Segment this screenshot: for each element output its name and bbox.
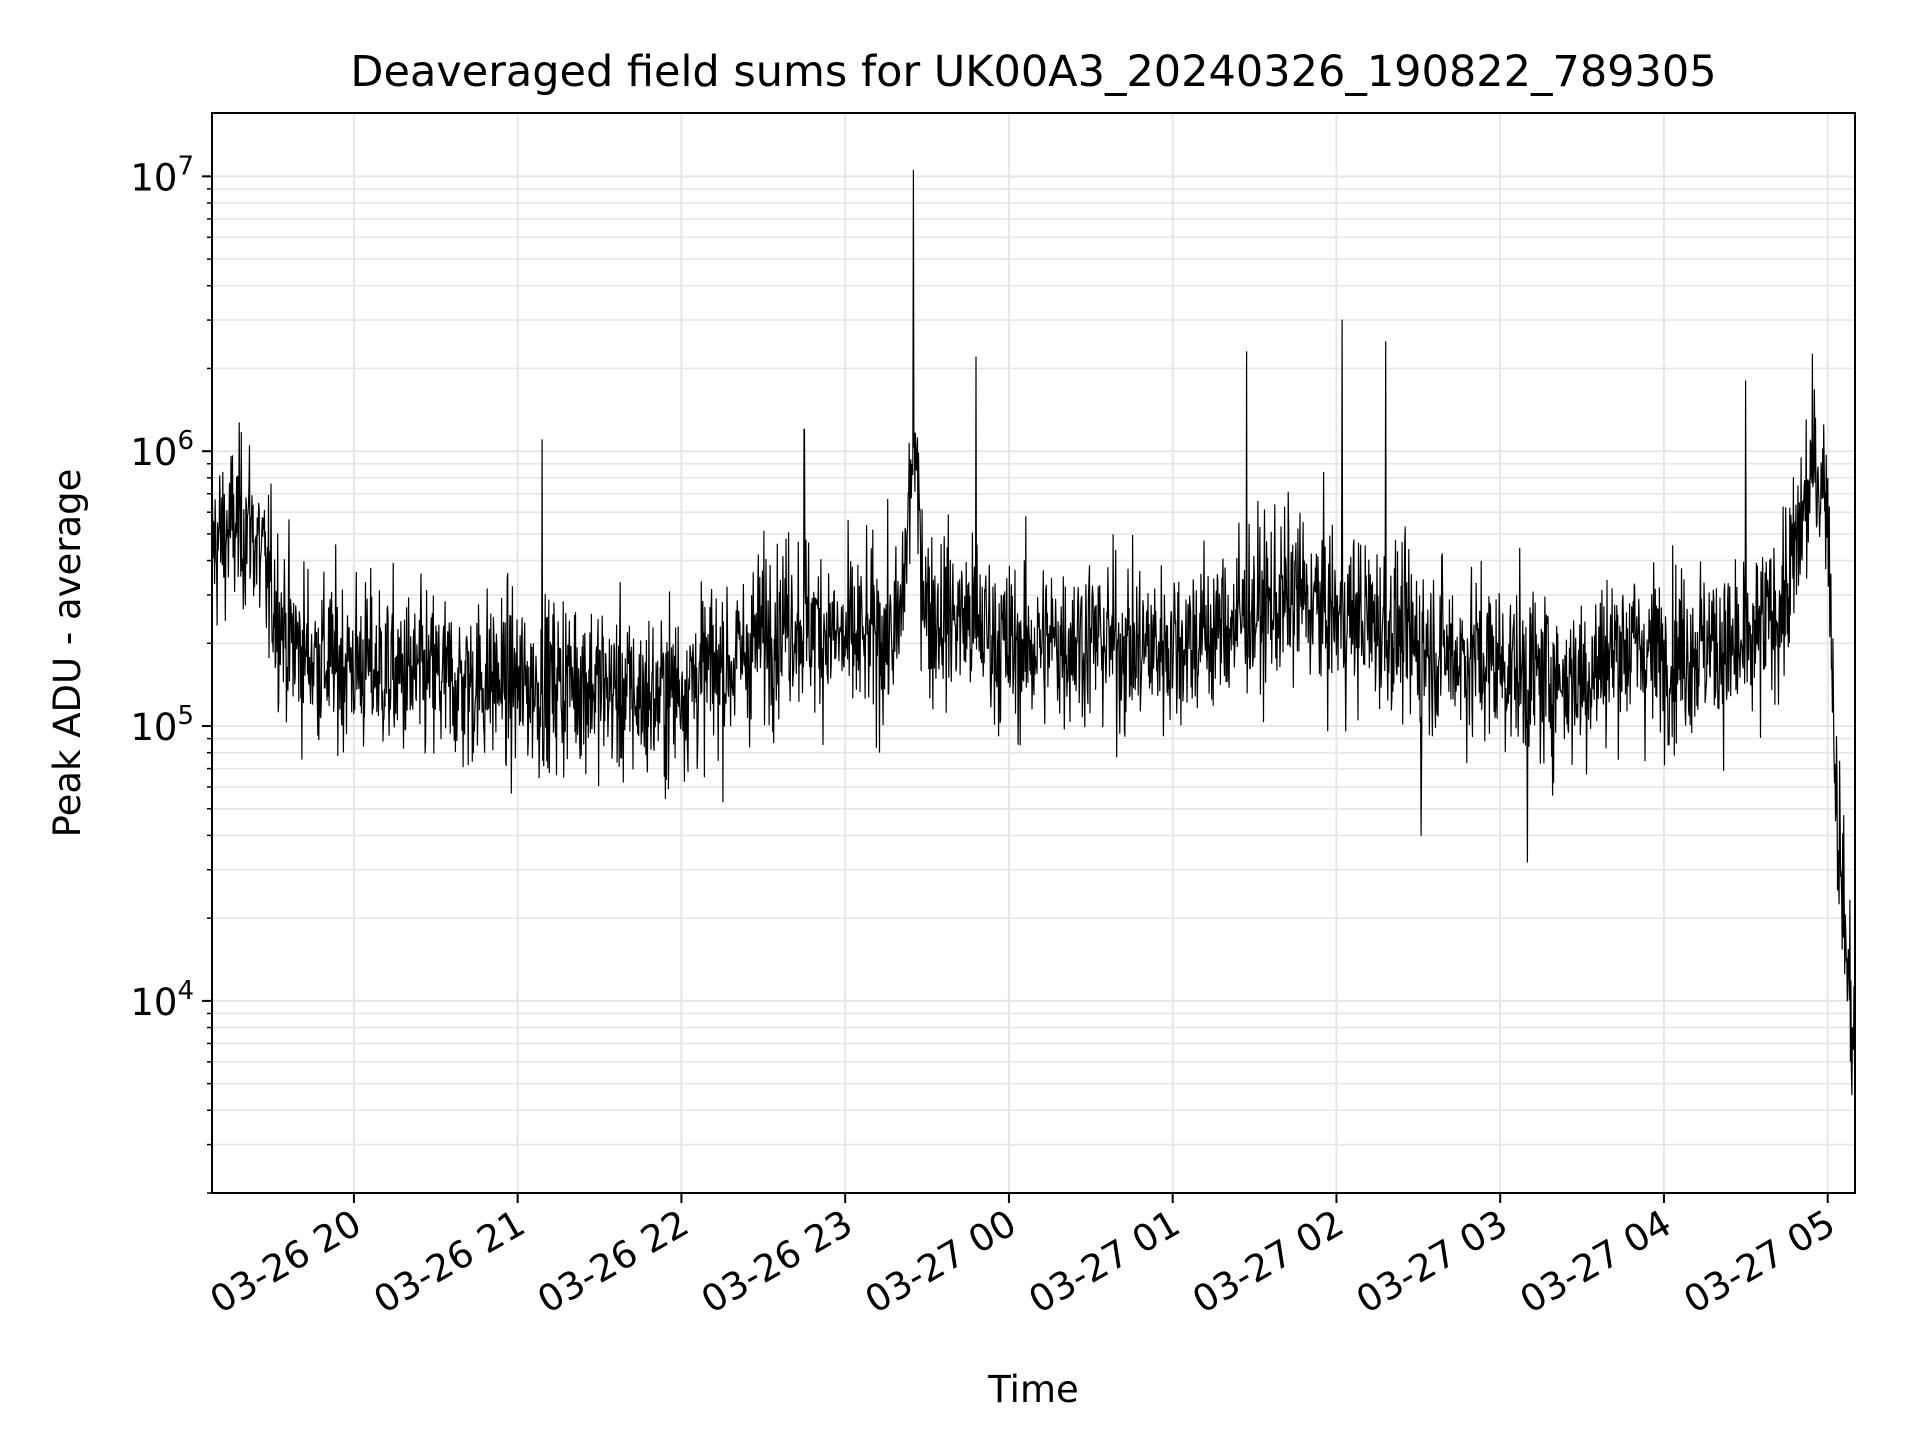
y-tick-label: 107 bbox=[130, 151, 194, 199]
y-tick-base: 10 bbox=[130, 431, 177, 474]
chart-title: Deaveraged field sums for UK00A3_2024032… bbox=[350, 47, 1716, 97]
y-tick-exponent: 4 bbox=[177, 976, 194, 1006]
plot-area bbox=[211, 169, 1856, 1096]
plot-frame bbox=[211, 112, 1856, 1194]
y-tick-exponent: 6 bbox=[177, 426, 194, 456]
y-tick-label: 105 bbox=[130, 701, 194, 749]
y-tick-label: 106 bbox=[130, 426, 194, 474]
y-tick-exponent: 5 bbox=[177, 701, 194, 731]
y-tick-base: 10 bbox=[130, 981, 177, 1024]
gridlines bbox=[212, 113, 1855, 1194]
series-line bbox=[211, 169, 1856, 1096]
y-tick-exponent: 7 bbox=[177, 151, 194, 181]
x-axis-label: Time bbox=[987, 1368, 1079, 1411]
y-tick-base: 10 bbox=[130, 156, 177, 199]
y-tick-label: 104 bbox=[130, 976, 194, 1024]
y-axis-label: Peak ADU - average bbox=[46, 469, 89, 838]
y-tick-base: 10 bbox=[130, 706, 177, 749]
